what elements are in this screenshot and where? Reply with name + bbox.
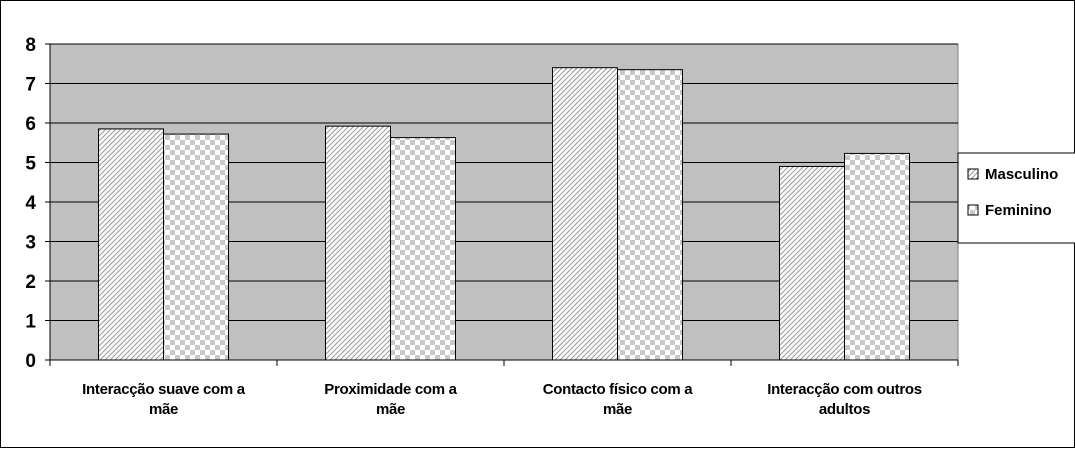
legend-label: Feminino bbox=[985, 202, 1052, 219]
x-category-label: Interacção com outros bbox=[767, 381, 922, 398]
bar-masculino bbox=[552, 67, 618, 361]
bar-feminino bbox=[163, 133, 229, 361]
bar-feminino bbox=[617, 69, 683, 361]
y-tick-label: 4 bbox=[25, 193, 36, 214]
x-category-label: Proximidade com a bbox=[324, 381, 457, 398]
bar-feminino bbox=[844, 152, 910, 361]
legend-label: Masculino bbox=[985, 166, 1058, 183]
bar-masculino bbox=[98, 128, 164, 361]
bar-feminino bbox=[390, 137, 456, 361]
y-tick-label: 8 bbox=[25, 35, 36, 56]
x-category-label: mãe bbox=[149, 401, 178, 418]
y-tick-label: 5 bbox=[25, 154, 36, 175]
legend-swatch-feminino bbox=[967, 204, 979, 216]
bar-masculino bbox=[779, 165, 845, 361]
y-tick-label: 3 bbox=[25, 233, 36, 254]
x-category-label: Contacto físico com a bbox=[543, 381, 694, 398]
legend-swatch-masculino bbox=[967, 168, 979, 180]
y-tick-label: 0 bbox=[25, 351, 36, 372]
x-category-label: mãe bbox=[376, 401, 405, 418]
legend-box bbox=[957, 152, 1075, 244]
x-category-label: mãe bbox=[603, 401, 632, 418]
bar-masculino bbox=[325, 125, 391, 361]
y-tick-label: 1 bbox=[25, 312, 36, 333]
y-tick-label: 2 bbox=[25, 272, 36, 293]
x-category-label: adultos bbox=[819, 401, 870, 418]
y-tick-label: 7 bbox=[25, 75, 36, 96]
x-category-label: Interacção suave com a bbox=[82, 381, 246, 398]
y-tick-label: 6 bbox=[25, 114, 36, 135]
